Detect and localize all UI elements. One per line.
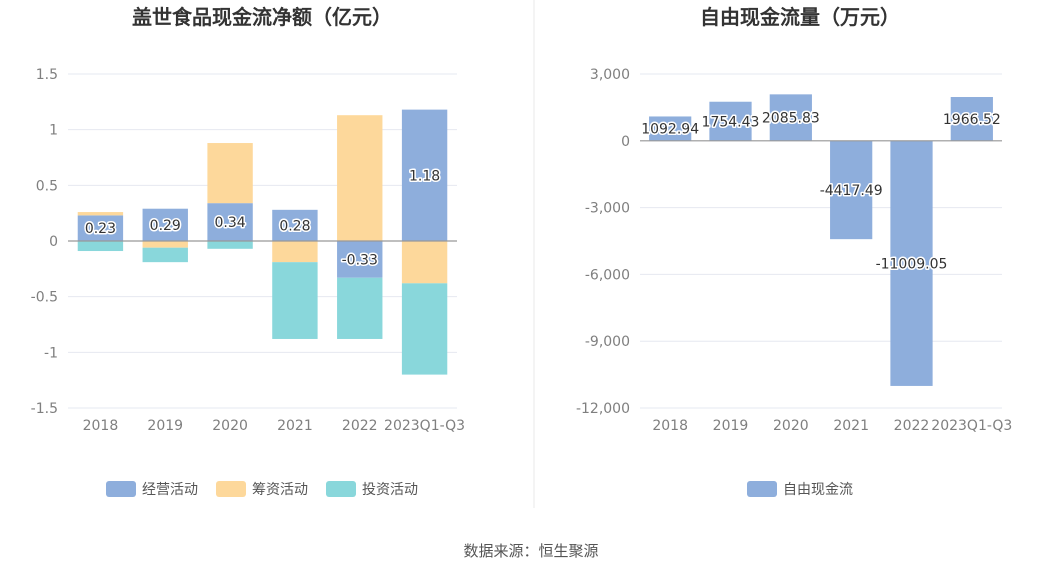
y-tick-label: -12,000 bbox=[576, 401, 630, 417]
legend-label: 投资活动 bbox=[362, 482, 418, 498]
bar-筹资活动-2018 bbox=[77, 212, 124, 216]
data-label: 1966.52 bbox=[943, 112, 1001, 128]
bar-投资活动-2019 bbox=[142, 247, 188, 263]
chart-title: 自由现金流量（万元） bbox=[700, 5, 900, 29]
data-label: 1092.94 bbox=[641, 122, 699, 138]
y-tick-label: -3,000 bbox=[585, 201, 630, 217]
x-tick-label: 2019 bbox=[713, 418, 749, 434]
bar-经营活动-2023Q1-Q3 bbox=[401, 109, 448, 241]
legend-swatch-筹资活动 bbox=[216, 481, 246, 497]
data-source-footnote: 数据来源：恒生聚源 bbox=[463, 542, 598, 560]
x-tick-label: 2022 bbox=[342, 418, 378, 434]
y-tick-label: -0.5 bbox=[31, 290, 58, 306]
data-label: 1.18 bbox=[409, 168, 440, 184]
legend-swatch-经营活动 bbox=[106, 481, 136, 497]
bar-自由现金流-2018 bbox=[649, 116, 692, 141]
x-tick-label: 2018 bbox=[652, 418, 688, 434]
bar-经营活动-2019 bbox=[142, 208, 188, 241]
x-tick-label: 2021 bbox=[277, 418, 313, 434]
y-tick-label: 1 bbox=[49, 123, 58, 139]
bar-经营活动-2018 bbox=[77, 215, 124, 241]
bar-筹资活动-2020 bbox=[207, 143, 253, 204]
bar-筹资活动-2022 bbox=[337, 115, 383, 241]
bar-筹资活动-2023Q1-Q3 bbox=[401, 241, 448, 284]
data-label: -11009.05 bbox=[876, 256, 948, 272]
bar-经营活动-2020 bbox=[207, 203, 253, 241]
x-tick-label: 2023Q1-Q3 bbox=[384, 418, 465, 434]
x-tick-label: 2018 bbox=[83, 418, 119, 434]
bar-投资活动-2022 bbox=[337, 277, 383, 339]
bar-投资活动-2021 bbox=[272, 262, 318, 339]
bar-自由现金流-2023Q1-Q3 bbox=[950, 97, 993, 141]
bar-自由现金流-2021 bbox=[830, 140, 873, 240]
legend-label: 经营活动 bbox=[142, 482, 198, 498]
data-label: 2085.83 bbox=[762, 111, 820, 127]
bar-自由现金流-2019 bbox=[709, 101, 752, 141]
y-tick-label: -1 bbox=[44, 345, 58, 361]
data-label: -4417.49 bbox=[820, 183, 883, 199]
x-tick-label: 2020 bbox=[212, 418, 248, 434]
y-tick-label: 0 bbox=[49, 234, 58, 250]
x-tick-label: 2019 bbox=[147, 418, 183, 434]
y-tick-label: -1.5 bbox=[31, 401, 58, 417]
y-tick-label: 3,000 bbox=[590, 67, 630, 83]
legend-swatch-自由现金流 bbox=[747, 481, 777, 497]
y-tick-label: 1.5 bbox=[36, 67, 58, 83]
x-tick-label: 2022 bbox=[894, 418, 930, 434]
data-label: 0.29 bbox=[150, 218, 181, 234]
data-label: -0.33 bbox=[342, 252, 378, 268]
bar-筹资活动-2019 bbox=[142, 241, 188, 248]
bar-自由现金流-2022 bbox=[890, 140, 933, 386]
bar-筹资活动-2021 bbox=[272, 241, 318, 263]
data-label: 0.23 bbox=[85, 221, 116, 237]
bar-经营活动-2022 bbox=[337, 241, 383, 278]
data-label: 0.28 bbox=[279, 218, 310, 234]
bar-自由现金流-2020 bbox=[769, 94, 812, 141]
y-tick-label: -6,000 bbox=[585, 267, 630, 283]
x-tick-label: 2021 bbox=[833, 418, 869, 434]
cashflow-chart: 盖世食品现金流净额（亿元） 1.5 1 0.5 0 -0.5 -1 -1.5 2018 2019 2… bbox=[31, 5, 465, 498]
free-cashflow-chart: 自由现金流量（万元） 3,000 0 -3,000 -6,000 -9,000 -12,00… bbox=[576, 5, 1012, 498]
data-label: 0.34 bbox=[214, 215, 245, 231]
bar-经营活动-2021 bbox=[272, 209, 318, 241]
bar-投资活动-2023Q1-Q3 bbox=[401, 283, 448, 375]
bar-投资活动-2020 bbox=[207, 241, 253, 249]
bar-投资活动-2018 bbox=[77, 241, 124, 252]
y-tick-label: 0 bbox=[621, 134, 630, 150]
x-tick-label: 2023Q1-Q3 bbox=[931, 418, 1012, 434]
data-label: 1754.43 bbox=[702, 114, 760, 130]
x-tick-label: 2020 bbox=[773, 418, 809, 434]
legend-swatch-投资活动 bbox=[326, 481, 356, 497]
legend-label: 筹资活动 bbox=[252, 481, 308, 498]
y-tick-label: 0.5 bbox=[36, 178, 58, 194]
y-tick-label: -9,000 bbox=[585, 334, 630, 350]
chart-title: 盖世食品现金流净额（亿元） bbox=[132, 5, 392, 29]
legend-label: 自由现金流 bbox=[783, 482, 853, 498]
